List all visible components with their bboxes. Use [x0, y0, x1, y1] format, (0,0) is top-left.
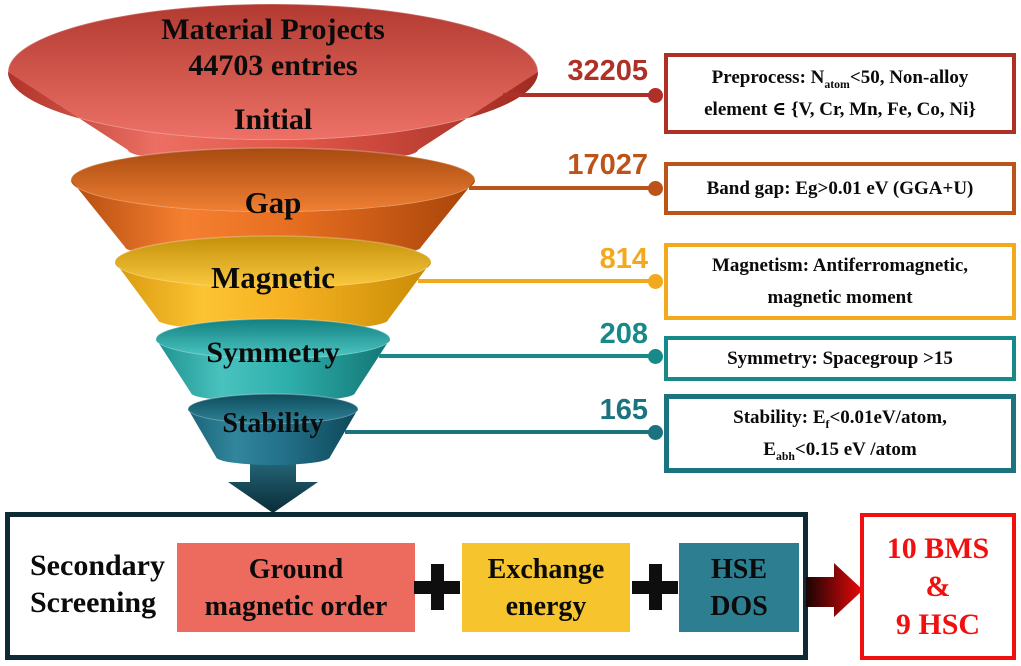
connector-dot — [648, 274, 663, 289]
result-box: 10 BMS & 9 HSC — [860, 513, 1016, 660]
proc-box-line: energy — [505, 590, 587, 622]
funnel-stage-stability-shape — [187, 393, 359, 465]
connector-dot — [648, 181, 663, 196]
proc-box-line: Exchange — [487, 553, 605, 585]
criteria-text-line: Stability: Ef<0.01eV/atom, — [733, 406, 947, 431]
criteria-text-line: Eabh<0.15 eV /atom — [763, 438, 917, 463]
stage-count-gap: 17027 — [567, 149, 648, 181]
connector-dot — [648, 88, 663, 103]
plus-icon — [414, 564, 460, 610]
funnel-stage-label-gap: Gap — [244, 185, 302, 220]
stage-count-magnetic: 814 — [599, 243, 648, 275]
funnel-source-title-line1: Material Projects — [161, 13, 385, 46]
secondary-label-line1: Secondary — [30, 549, 165, 582]
funnel-stage-initial-shape — [7, 3, 539, 164]
funnel-graphic — [7, 3, 539, 513]
right-arrow-icon — [806, 563, 863, 617]
proc-box-line: HSE — [710, 553, 768, 585]
funnel-source-title-line2: 44703 entries — [188, 49, 358, 82]
funnel-stage-label-symmetry: Symmetry — [206, 336, 340, 369]
exchange-energy-box: Exchange energy — [462, 543, 630, 632]
ground-magnetic-order-box: Ground magnetic order — [177, 543, 415, 632]
criteria-box-preprocess: Preprocess: Natom<50, Non-alloy element … — [664, 53, 1016, 134]
funnel-stage-label-initial: Initial — [233, 103, 313, 136]
stage-count-stability: 165 — [599, 394, 648, 426]
proc-box-line: magnetic order — [204, 590, 388, 622]
plus-icon — [632, 564, 678, 610]
result-line: & — [925, 569, 951, 603]
criteria-text-line: Symmetry: Spacegroup >15 — [727, 347, 953, 369]
connector-line — [345, 430, 650, 434]
proc-box-line: Ground — [248, 553, 344, 585]
criteria-text-line: magnetic moment — [767, 286, 913, 308]
connector-line — [503, 93, 650, 97]
connector-line — [379, 354, 650, 358]
secondary-screening-label: Secondary Screening — [30, 547, 165, 621]
connector-dot — [648, 349, 663, 364]
funnel-stage-label-stability: Stability — [222, 408, 324, 439]
proc-box-line: DOS — [710, 590, 768, 622]
secondary-label-line2: Screening — [30, 586, 157, 619]
stage-count-symmetry: 208 — [599, 318, 648, 350]
result-line: 10 BMS — [886, 531, 990, 565]
connector-line — [469, 186, 650, 190]
criteria-text-line: Preprocess: Natom<50, Non-alloy — [711, 66, 969, 91]
funnel-stage-magnetic-shape — [114, 235, 432, 331]
connector-dot — [648, 425, 663, 440]
criteria-text-line: Band gap: Eg>0.01 eV (GGA+U) — [706, 177, 974, 199]
funnel-stage-label-magnetic: Magnetic — [211, 260, 335, 295]
criteria-box-bandgap: Band gap: Eg>0.01 eV (GGA+U) — [664, 162, 1016, 215]
criteria-box-symmetry: Symmetry: Spacegroup >15 — [664, 336, 1016, 381]
stage-count-initial: 32205 — [567, 55, 648, 87]
connector-line — [418, 279, 650, 283]
hse-dos-box: HSE DOS — [679, 543, 799, 632]
criteria-text-line: Magnetism: Antiferromagnetic, — [711, 254, 969, 276]
criteria-box-stability: Stability: Ef<0.01eV/atom, Eabh<0.15 eV … — [664, 394, 1016, 473]
criteria-box-magnetism: Magnetism: Antiferromagnetic, magnetic m… — [664, 243, 1016, 320]
funnel-stage-gap-shape — [70, 147, 476, 260]
result-line: 9 HSC — [895, 607, 981, 641]
funnel-stage-symmetry-shape — [155, 318, 391, 402]
criteria-text-line: element ∈ {V, Cr, Mn, Fe, Co, Ni} — [704, 98, 976, 120]
